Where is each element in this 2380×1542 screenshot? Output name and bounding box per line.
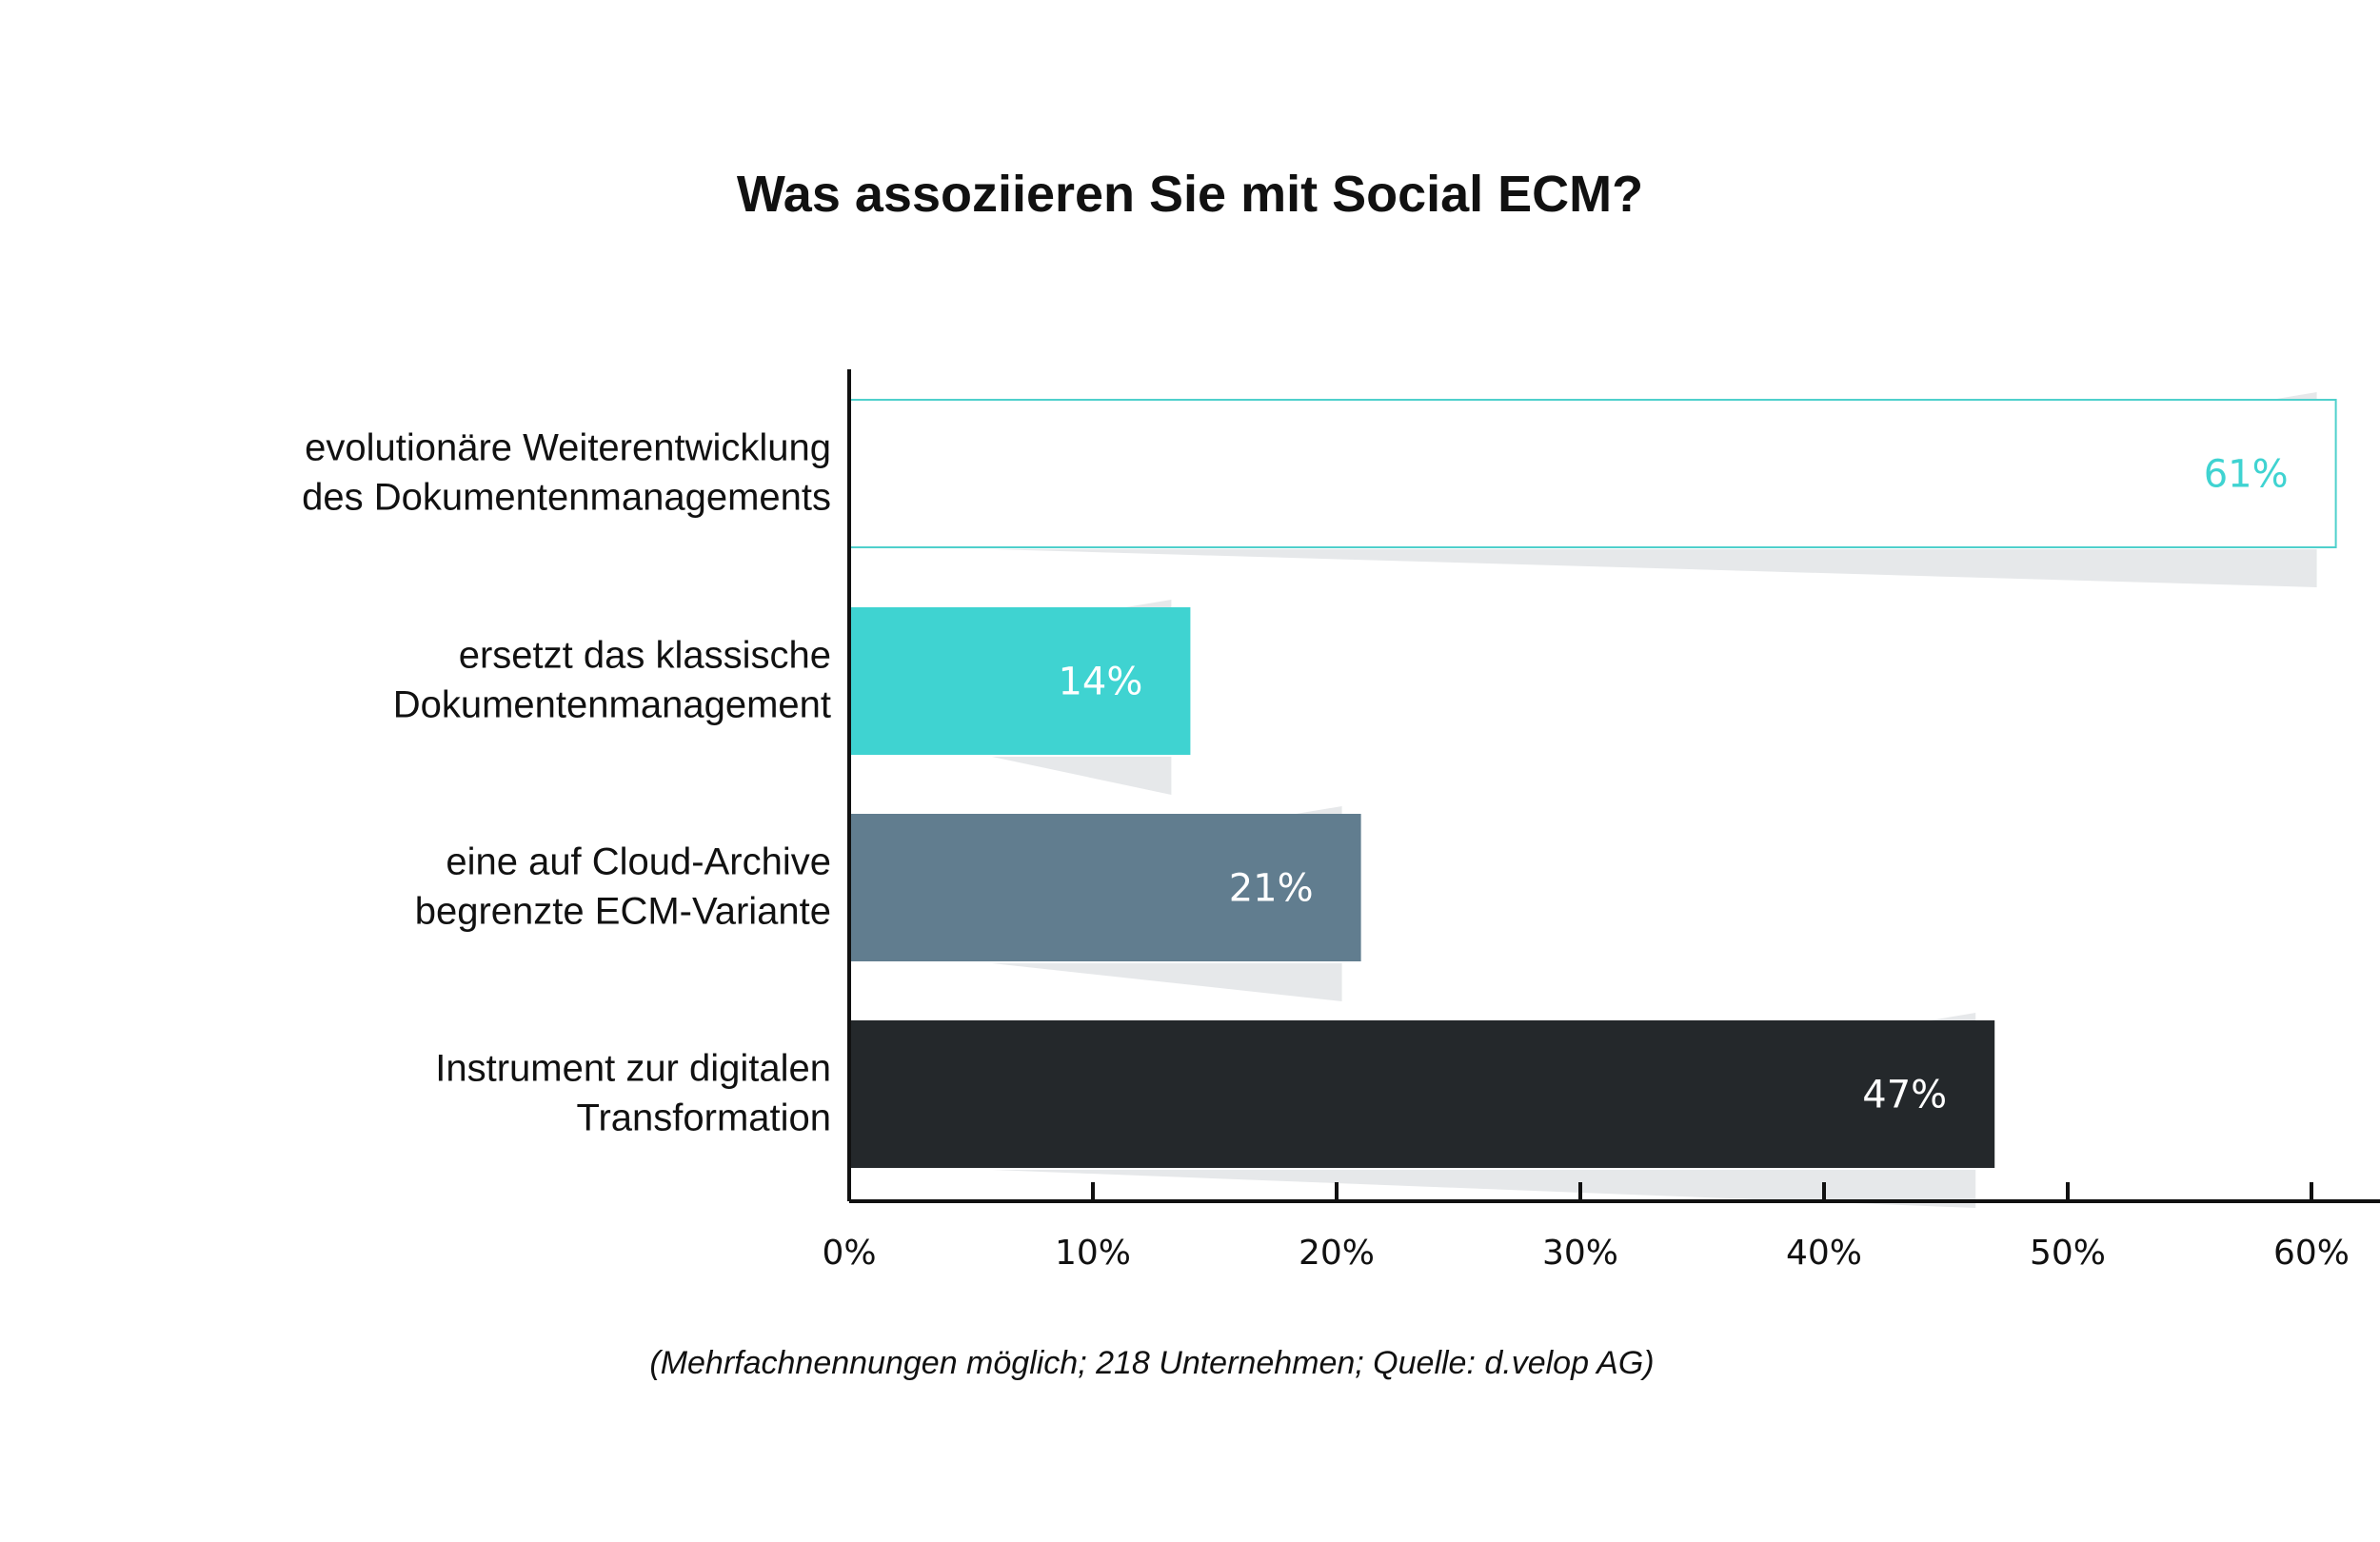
category-label: eine auf Cloud-Archive begrenzte ECM-Vari… [415, 841, 831, 933]
bar-shadows [992, 392, 2317, 1208]
value-labels: 61% 14% 21% 47% [1058, 453, 2288, 1117]
bar-shadow [992, 549, 2317, 587]
bar-shadow-top [1918, 1013, 1976, 1022]
category-label: ersetzt das klassische Dokumentenmanageme… [393, 635, 831, 726]
chart-title: Was assoziieren Sie mit Social ECM? [737, 166, 1643, 223]
bar [849, 814, 1361, 961]
category-label: evolutionäre Weiterentwicklung des Dokume… [302, 427, 831, 519]
bar-shadow [992, 1170, 1976, 1208]
source-note: (Mehrfachnennungen möglich; 218 Unterneh… [649, 1345, 1654, 1381]
bar-shadow-top [1284, 806, 1342, 816]
category-label-line: begrenzte ECM-Variante [415, 891, 831, 933]
category-label-line: eine auf Cloud-Archive [446, 841, 831, 883]
x-tick-label: 60% [2273, 1234, 2350, 1273]
category-label-line: des Dokumentenmanagements [302, 477, 831, 519]
category-label: Instrument zur digitalen Transformation [435, 1048, 831, 1139]
x-tick-label: 20% [1299, 1234, 1375, 1273]
value-label: 14% [1058, 661, 1142, 704]
category-labels: evolutionäre Weiterentwicklung des Dokume… [302, 427, 831, 1139]
value-label: 47% [1862, 1074, 1947, 1117]
bar [848, 399, 2337, 548]
x-tick-label: 30% [1542, 1234, 1618, 1273]
value-label: 61% [2204, 453, 2289, 497]
x-tick-label: 50% [2030, 1234, 2106, 1273]
bars [848, 399, 2337, 1168]
category-label-line: Dokumentenmanagement [393, 684, 831, 726]
category-label-line: Instrument zur digitalen [435, 1048, 831, 1090]
x-tick-label: 0% [822, 1234, 876, 1273]
axes [847, 369, 2380, 1203]
bar-shadow-top [1114, 600, 1172, 609]
category-label-line: evolutionäre Weiterentwicklung [305, 427, 831, 469]
x-tick-label: 10% [1055, 1234, 1131, 1273]
bar-shadow [992, 757, 1172, 795]
x-tick-label: 40% [1786, 1234, 1862, 1273]
bar [849, 1020, 1995, 1168]
category-label-line: ersetzt das klassische [459, 635, 831, 677]
bar-shadow [992, 963, 1342, 1001]
bar [849, 607, 1191, 755]
value-label: 21% [1229, 867, 1314, 911]
category-label-line: Transformation [577, 1097, 832, 1139]
x-axis-ticks: 0%10%20%30%40%50%60%70% [822, 1182, 2350, 1273]
